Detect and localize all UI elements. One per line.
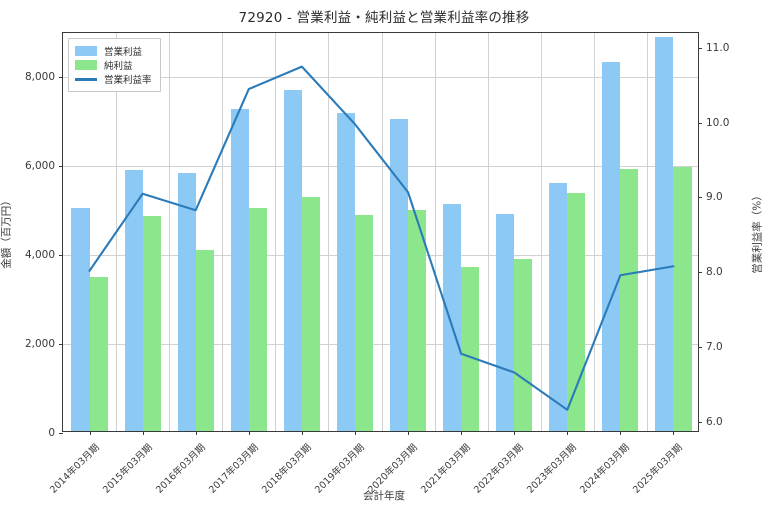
bar-operating-income xyxy=(71,207,90,431)
bar-net-income xyxy=(673,166,692,431)
x-axis-tick-mark xyxy=(354,431,356,435)
bar-net-income xyxy=(142,215,161,431)
bar-net-income xyxy=(567,192,586,431)
y-axis-right-tick-mark xyxy=(698,347,702,349)
bar-net-income xyxy=(195,249,214,431)
operating-margin-line xyxy=(88,65,675,411)
bar-operating-income xyxy=(283,89,302,431)
x-axis-tick-mark xyxy=(248,431,250,435)
y-axis-tick-mark xyxy=(59,166,63,168)
y-axis-tick-label: 8,000 xyxy=(24,71,55,84)
y-axis-right-tick-mark xyxy=(698,421,702,423)
gridline xyxy=(540,33,542,431)
legend-item-operating-margin: 営業利益率 xyxy=(75,72,152,86)
bar-net-income xyxy=(514,259,533,431)
x-axis-title: 会計年度 xyxy=(363,490,405,502)
x-axis-tick-mark xyxy=(301,431,303,435)
bar-operating-income xyxy=(336,113,355,431)
bar-net-income xyxy=(354,215,373,431)
x-axis-tick-mark xyxy=(408,431,410,435)
chart-legend: 営業利益 純利益 営業利益率 xyxy=(68,38,161,92)
legend-line-icon xyxy=(75,77,97,81)
bar-net-income xyxy=(620,169,639,431)
y-axis-right-tick-label: 11.0 xyxy=(706,41,730,54)
x-axis-tick-mark xyxy=(514,431,516,435)
y-axis-right-title: 営業利益率（%） xyxy=(751,190,764,274)
bar-net-income xyxy=(248,207,267,431)
y-axis-tick-label: 6,000 xyxy=(24,160,55,173)
y-axis-right-tick-mark xyxy=(698,47,702,49)
gridline xyxy=(275,33,277,431)
gridline xyxy=(63,77,698,79)
x-axis-tick-mark xyxy=(673,431,675,435)
x-axis-tick-mark xyxy=(142,431,144,435)
gridline xyxy=(434,33,436,431)
y-axis-tick-mark xyxy=(59,77,63,79)
gridline xyxy=(646,33,648,431)
x-axis-tick-mark xyxy=(195,431,197,435)
gridline xyxy=(593,33,595,431)
bar-operating-income xyxy=(655,36,674,431)
y-axis-right-tick-mark xyxy=(698,197,702,199)
y-axis-tick-label: 2,000 xyxy=(24,338,55,351)
x-axis-tick-mark xyxy=(89,431,91,435)
y-axis-left-title: 金額（百万円） xyxy=(0,195,13,269)
y-axis-right-tick-label: 10.0 xyxy=(706,116,730,129)
bar-operating-income xyxy=(177,173,196,431)
y-axis-right-tick-label: 9.0 xyxy=(706,191,723,204)
bar-operating-income xyxy=(496,214,515,431)
gridline xyxy=(487,33,489,431)
legend-label: 純利益 xyxy=(104,61,133,72)
x-axis-tick-mark xyxy=(567,431,569,435)
chart-title: 72920 - 営業利益・純利益と営業利益率の推移 xyxy=(238,10,530,26)
gridline xyxy=(63,344,698,346)
y-axis-right-tick-mark xyxy=(698,272,702,274)
bar-operating-income xyxy=(389,119,409,431)
legend-swatch-icon xyxy=(75,60,97,70)
bar-net-income xyxy=(89,277,108,431)
y-axis-tick-label: 4,000 xyxy=(24,249,55,262)
bar-operating-income xyxy=(230,109,249,431)
legend-item-operating-income: 営業利益 xyxy=(75,44,152,58)
bar-net-income xyxy=(408,209,427,431)
plot-area: 0 2,000 4,000 6,000 8,000 6.0 7.0 8.0 9.0 10.0 11… xyxy=(25,32,729,439)
line-series-operating-margin xyxy=(88,65,675,411)
y-axis-tick-mark xyxy=(59,433,63,434)
bar-net-income xyxy=(461,266,480,431)
y-axis-right-tick-label: 8.0 xyxy=(706,266,723,279)
bar-operating-income xyxy=(549,183,568,431)
legend-swatch-icon xyxy=(75,46,97,56)
bar-net-income xyxy=(301,196,320,431)
legend-label: 営業利益率 xyxy=(104,75,152,86)
y-axis-tick-mark xyxy=(59,255,63,257)
bar-operating-income xyxy=(443,203,462,431)
y-axis-right-tick-mark xyxy=(698,122,702,124)
gridline xyxy=(63,166,698,168)
x-axis-tick-mark xyxy=(620,431,622,435)
y-axis-tick-mark xyxy=(59,344,63,346)
gridline xyxy=(328,33,330,431)
y-axis-tick-label: 0 xyxy=(48,427,55,439)
gridline xyxy=(169,33,171,431)
gridline xyxy=(63,255,698,257)
bar-operating-income xyxy=(602,62,621,431)
bar-operating-income xyxy=(124,170,143,431)
legend-label: 営業利益 xyxy=(104,47,143,58)
gridline xyxy=(222,33,224,431)
y-axis-right-tick-label: 7.0 xyxy=(706,341,723,354)
gridline xyxy=(381,33,383,431)
legend-item-net-income: 純利益 xyxy=(75,58,152,72)
y-axis-right-tick-label: 6.0 xyxy=(706,415,723,428)
x-axis-tick-mark xyxy=(461,431,463,435)
